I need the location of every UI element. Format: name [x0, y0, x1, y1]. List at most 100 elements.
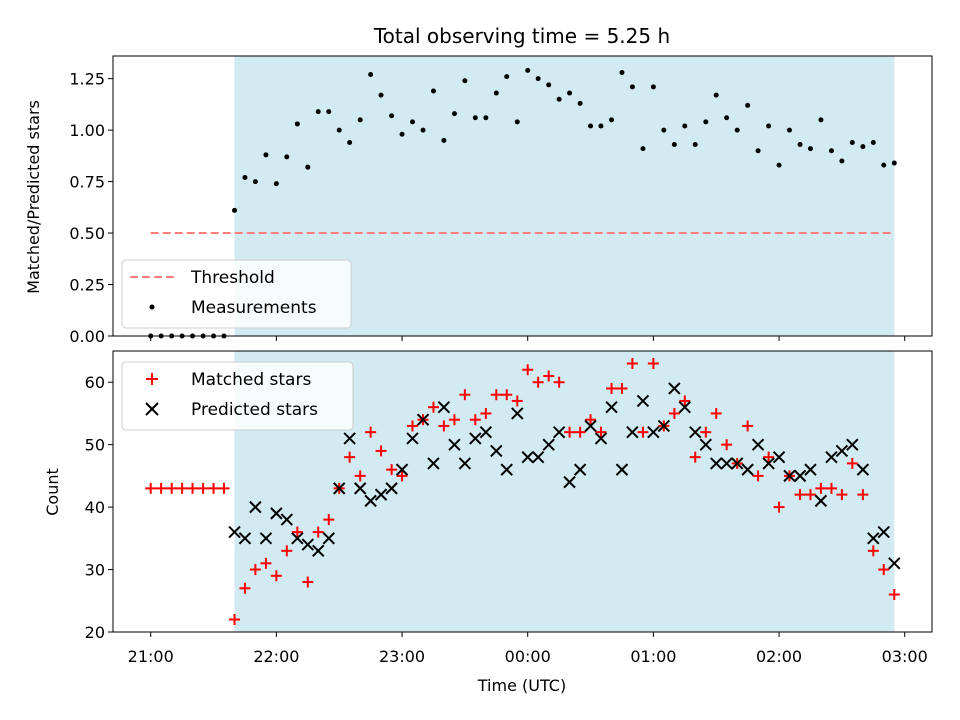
predicted-point-21	[448, 438, 461, 451]
matched-point-44	[606, 382, 618, 394]
measurement-point-71	[891, 160, 897, 166]
measurement-point-24	[399, 131, 405, 137]
matched-point-66	[836, 489, 848, 501]
predicted-point-37	[615, 463, 629, 476]
matched-point-25	[406, 420, 418, 432]
matched-point-43	[595, 426, 607, 438]
top-ytick-label-3: 0.75	[69, 173, 105, 192]
matched-point-62	[794, 489, 806, 501]
matched-point-10	[249, 564, 261, 576]
measurement-point-61	[786, 127, 792, 133]
matched-point-22	[375, 445, 387, 457]
matched-point-3	[176, 482, 188, 494]
predicted-point-62	[877, 525, 890, 539]
predicted-point-36	[605, 400, 618, 414]
matched-point-20	[354, 470, 366, 482]
predicted-point-51	[762, 457, 775, 470]
predicted-point-58	[835, 444, 849, 458]
predicted-point-22	[458, 457, 472, 470]
predicted-point-6	[291, 532, 304, 545]
matched-point-12	[270, 570, 282, 582]
predicted-point-2	[249, 500, 262, 514]
matched-point-14	[291, 526, 303, 538]
measurement-point-68	[860, 144, 866, 150]
top-ytick-label-2: 0.50	[69, 224, 105, 243]
matched-point-23	[386, 464, 398, 476]
measurement-point-53	[703, 119, 709, 125]
measurement-point-59	[766, 123, 772, 129]
matched-point-7	[218, 482, 230, 494]
bottom-ytick-label-3: 50	[85, 436, 105, 455]
bottom-xtick-label-3: 00:00	[505, 647, 551, 666]
measurement-point-47	[640, 146, 646, 152]
matched-point-0	[145, 482, 157, 494]
bottom-ytick-label-0: 20	[85, 623, 105, 642]
measurement-point-63	[807, 146, 813, 152]
top-ytick-label-1: 0.25	[69, 276, 105, 295]
measurement-point-9	[242, 174, 248, 180]
predicted-point-18	[416, 413, 430, 426]
measurement-point-13	[284, 154, 290, 160]
legend-predicted-swatch	[145, 402, 159, 416]
predicted-point-27	[511, 407, 524, 420]
predicted-stars-points	[228, 382, 901, 570]
matched-point-1	[155, 482, 167, 494]
matched-point-15	[302, 576, 314, 588]
matched-point-30	[459, 389, 471, 401]
predicted-point-4	[270, 507, 283, 520]
predicted-point-12	[353, 482, 367, 495]
matched-point-69	[867, 545, 879, 557]
predicted-point-29	[531, 450, 545, 464]
matched-point-13	[281, 545, 293, 557]
measurement-point-11	[263, 152, 269, 158]
matched-point-19	[344, 451, 356, 463]
measurement-point-45	[619, 69, 625, 75]
measurement-point-49	[661, 127, 667, 133]
measurement-point-48	[650, 84, 656, 90]
predicted-point-33	[573, 463, 587, 476]
predicted-point-63	[888, 557, 901, 570]
predicted-point-8	[312, 544, 325, 558]
predicted-point-10	[333, 482, 346, 495]
measurement-point-44	[609, 117, 615, 123]
top-y-ticks: 0.00 0.25 0.50 0.75 1.00 1.25	[69, 70, 113, 346]
measurement-point-25	[409, 119, 415, 125]
measurement-point-26	[420, 127, 426, 133]
bottom-ytick-label-4: 60	[85, 373, 105, 392]
predicted-point-30	[542, 438, 555, 451]
bottom-xtick-label-2: 23:00	[379, 647, 425, 666]
measurement-point-65	[828, 148, 834, 154]
matched-point-47	[637, 426, 649, 438]
bottom-legend: Matched stars Predicted stars	[121, 361, 354, 431]
top-x-ticks	[150, 336, 906, 341]
legend-predicted-label: Predicted stars	[191, 400, 318, 420]
measurement-point-30	[462, 78, 468, 84]
matched-point-63	[804, 489, 816, 501]
measurement-point-56	[734, 127, 740, 133]
matched-point-71	[888, 589, 900, 601]
measurement-point-34	[504, 74, 510, 80]
measurement-point-40	[567, 90, 573, 96]
measurement-point-54	[713, 92, 719, 98]
predicted-point-15	[385, 482, 398, 495]
bottom-ytick-label-2: 40	[85, 498, 105, 517]
predicted-point-35	[594, 432, 608, 445]
matched-point-39	[553, 376, 565, 388]
matched-point-65	[825, 482, 837, 494]
legend-measurements-label: Measurements	[191, 298, 317, 318]
measurement-point-37	[535, 76, 541, 82]
measurement-point-51	[682, 123, 688, 129]
predicted-point-57	[825, 450, 838, 464]
matched-point-17	[323, 514, 335, 526]
matched-point-60	[773, 501, 785, 513]
matched-point-2	[166, 482, 178, 494]
matched-point-58	[752, 470, 764, 482]
predicted-point-26	[500, 463, 513, 476]
matched-point-32	[480, 407, 492, 419]
measurement-point-8	[232, 207, 238, 213]
measurement-point-57	[745, 102, 751, 108]
top-ytick-label-4: 1.00	[69, 121, 105, 140]
matched-point-34	[501, 389, 513, 401]
measurement-point-32	[483, 115, 489, 121]
